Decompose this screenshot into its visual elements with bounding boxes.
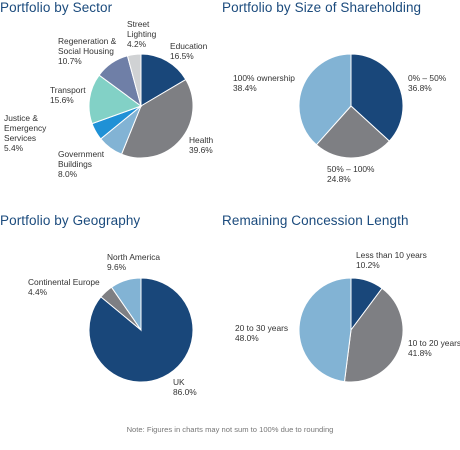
pie-slice-transport <box>88 74 143 125</box>
slice-label-20-to-30: 20 to 30 years 48.0% <box>235 323 289 343</box>
chart-title-sector: Portfolio by Sector <box>0 0 113 15</box>
slice-label-100-ownership: 100% ownership 38.4% <box>233 73 295 93</box>
pie-slice-100-ownership <box>298 53 352 146</box>
pie-slice-20-to-30-years <box>298 277 352 383</box>
chart-title-geography: Portfolio by Geography <box>0 213 141 228</box>
pie-slice-health <box>120 78 194 159</box>
pie-slice-10-to-20-years <box>343 287 404 383</box>
chart-title-concession: Remaining Concession Length <box>222 213 409 228</box>
pie-slice-north-america <box>110 277 142 332</box>
slice-label-government-buildings: Government Buildings 8.0% <box>58 149 105 179</box>
pie-slice-education <box>140 53 187 107</box>
footnote: Note: Figures in charts may not sum to 1… <box>126 425 334 434</box>
pie-slice-0-50 <box>350 53 404 142</box>
slice-label-continental-europe: Continental Europe 4.4% <box>28 277 100 297</box>
pie-slice-50-100 <box>315 105 391 159</box>
slice-label-transport: Transport 15.6% <box>50 85 86 105</box>
slice-label-less-than-10: Less than 10 years 10.2% <box>356 250 427 270</box>
pie-slice-street-lighting <box>126 53 142 107</box>
slice-label-0-50: 0% – 50% 36.8% <box>408 73 447 93</box>
slice-label-10-to-20: 10 to 20 years 41.8% <box>408 338 460 358</box>
slice-label-uk: UK 86.0% <box>173 377 197 397</box>
slice-label-street-lighting: Street Lighting 4.2% <box>127 19 157 49</box>
slice-label-justice: Justice & Emergency Services 5.4% <box>4 113 47 153</box>
slice-label-north-america: North America 9.6% <box>107 252 161 272</box>
slice-label-50-100: 50% – 100% 24.8% <box>327 164 375 184</box>
slice-label-regeneration: Regeneration & Social Housing 10.7% <box>58 36 117 66</box>
chart-title-shareholding: Portfolio by Size of Shareholding <box>222 0 422 15</box>
slice-label-education: Education 16.5% <box>170 41 208 61</box>
slice-label-health: Health 39.6% <box>189 135 214 155</box>
